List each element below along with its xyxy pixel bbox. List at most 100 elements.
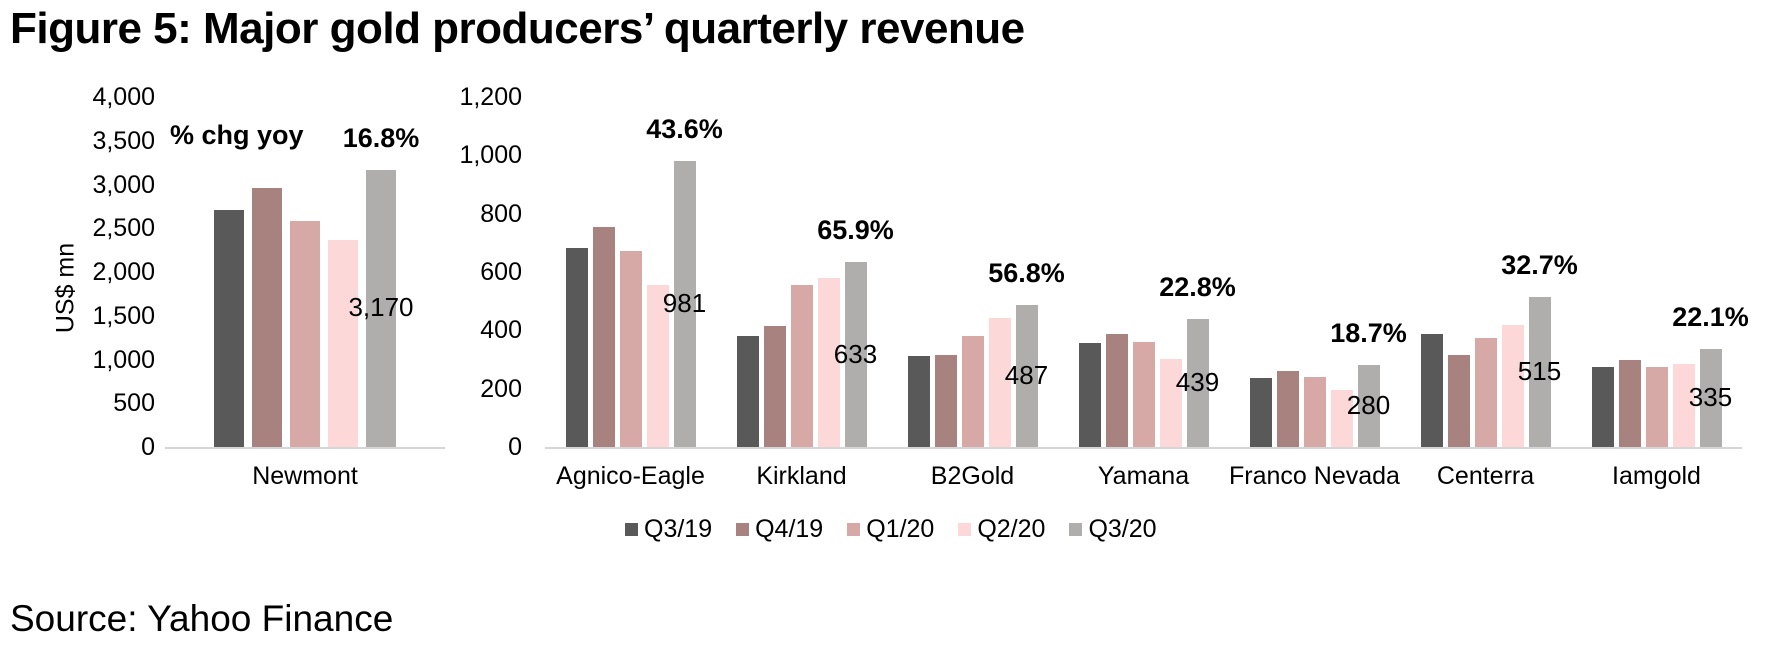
bar-q2-20-centerra (1501, 324, 1524, 447)
value-label-b2gold: 487 (1004, 359, 1049, 390)
bar-q3-20-kirkland (844, 262, 867, 447)
legend-label: Q4/19 (755, 515, 824, 543)
y-tick-label: 400 (480, 316, 522, 345)
bar-q4-19-newmont (252, 187, 282, 447)
pct-change-label-kirkland: 65.9% (817, 215, 894, 246)
value-label-franco-nevada: 280 (1346, 390, 1391, 421)
x-axis-label-kirkland: Kirkland (756, 462, 847, 490)
figure-title: Figure 5: Major gold producers’ quarterl… (10, 4, 1025, 53)
legend-label: Q2/20 (977, 515, 1046, 543)
y-tick-label: 2,500 (92, 214, 155, 243)
bar-q1-20-kirkland (790, 285, 813, 447)
bar-q4-19-yamana (1105, 334, 1128, 447)
source-note: Source: Yahoo Finance (10, 598, 394, 639)
bar-q4-19-centerra (1447, 355, 1470, 447)
x-axis-label-franco-nevada: Franco Nevada (1229, 462, 1400, 490)
bar-q2-20-b2gold (988, 318, 1011, 447)
pct-change-label-agnico-eagle: 43.6% (646, 113, 723, 144)
bar-q1-20-agnico-eagle (619, 251, 642, 447)
legend-swatch-icon (847, 522, 861, 536)
bar-q1-20-franco-nevada (1303, 376, 1326, 447)
pct-change-label-newmont: 16.8% (342, 122, 420, 153)
bar-q2-20-iamgold (1672, 363, 1695, 447)
bar-q3-19-yamana (1078, 342, 1101, 447)
pct-change-label-iamgold: 22.1% (1672, 302, 1749, 333)
bar-q3-20-yamana (1186, 318, 1209, 447)
bar-q3-19-b2gold (907, 356, 930, 447)
legend-item-q3-19: Q3/19 (625, 515, 712, 543)
legend-label: Q3/20 (1088, 515, 1157, 543)
bar-q3-19-centerra (1420, 333, 1443, 447)
y-tick-label: 500 (113, 389, 155, 418)
legend-swatch-icon (958, 522, 972, 536)
y-tick-label: 1,000 (92, 345, 155, 374)
x-axis-label-agnico-eagle: Agnico-Eagle (556, 462, 705, 490)
y-tick-label: 1,200 (459, 83, 522, 111)
bar-q2-20-newmont (328, 240, 358, 447)
bar-q4-19-agnico-eagle (592, 227, 615, 447)
bar-q4-19-b2gold (934, 355, 957, 447)
y-tick-label: 4,000 (92, 83, 155, 111)
bar-q4-19-kirkland (763, 325, 786, 447)
y-tick-label: 800 (480, 199, 522, 228)
bar-q3-19-newmont (214, 209, 244, 447)
y-tick-label: 1,500 (92, 301, 155, 330)
bar-q3-19-franco-nevada (1249, 378, 1272, 447)
chart-legend: Q3/19 Q4/19 Q1/20 Q2/20 Q3/20 (625, 515, 1157, 543)
bar-q1-20-yamana (1132, 342, 1155, 447)
value-label-newmont: 3,170 (348, 292, 414, 323)
value-label-kirkland: 633 (833, 338, 878, 369)
y-tick-label: 3,000 (92, 170, 155, 199)
value-label-iamgold: 335 (1688, 382, 1733, 413)
bar-q2-20-yamana (1159, 358, 1182, 447)
pct-change-label-franco-nevada: 18.7% (1330, 318, 1407, 349)
x-axis-label-yamana: Yamana (1097, 462, 1190, 490)
legend-item-q4-19: Q4/19 (736, 515, 823, 543)
y-tick-label: 600 (480, 258, 522, 286)
bar-q1-20-b2gold (961, 336, 984, 447)
bar-q3-20-newmont (366, 169, 396, 447)
bar-q2-20-franco-nevada (1330, 390, 1353, 447)
legend-label: Q3/19 (644, 515, 713, 543)
x-axis-label-newmont: Newmont (252, 462, 358, 490)
pct-change-label-centerra: 32.7% (1501, 249, 1578, 280)
y-tick-label: 200 (480, 374, 522, 403)
x-axis-label-b2gold: B2Gold (930, 462, 1015, 490)
bar-q3-20-agnico-eagle (673, 160, 696, 447)
axis-baseline (165, 447, 445, 449)
y-axis-title: US$ mn (51, 242, 80, 334)
y-tick-label: 2,000 (92, 258, 155, 286)
value-label-yamana: 439 (1175, 366, 1220, 397)
bar-q2-20-kirkland (817, 277, 840, 447)
bar-q3-19-agnico-eagle (565, 247, 588, 447)
bar-q4-19-iamgold (1618, 360, 1641, 447)
pct-change-header: % chg yoy (170, 120, 304, 150)
pct-change-label-b2gold: 56.8% (988, 257, 1065, 288)
bar-q3-20-iamgold (1699, 349, 1722, 447)
legend-item-q2-20: Q2/20 (958, 515, 1045, 543)
y-tick-label: 3,500 (92, 126, 155, 155)
bar-q1-20-iamgold (1645, 366, 1668, 447)
legend-swatch-icon (736, 522, 750, 536)
bar-q3-20-centerra (1528, 296, 1551, 447)
legend-swatch-icon (1069, 522, 1083, 536)
legend-label: Q1/20 (866, 515, 935, 543)
bar-q3-20-franco-nevada (1357, 365, 1380, 447)
bar-q4-19-franco-nevada (1276, 371, 1299, 447)
value-label-agnico-eagle: 981 (662, 287, 707, 318)
bar-q3-19-iamgold (1591, 367, 1614, 447)
bar-q3-20-b2gold (1015, 304, 1038, 447)
y-tick-label: 1,000 (459, 141, 522, 170)
value-label-centerra: 515 (1517, 355, 1562, 386)
bar-q2-20-agnico-eagle (646, 284, 669, 447)
bar-q1-20-centerra (1474, 337, 1497, 447)
legend-item-q3-20: Q3/20 (1069, 515, 1157, 543)
legend-swatch-icon (625, 522, 638, 536)
bar-q1-20-newmont (290, 221, 320, 447)
legend-item-q1-20: Q1/20 (847, 515, 934, 543)
y-tick-label: 0 (508, 433, 522, 461)
x-axis-label-centerra: Centerra (1436, 462, 1535, 490)
bar-q3-19-kirkland (736, 335, 759, 447)
pct-change-label-yamana: 22.8% (1159, 271, 1236, 302)
